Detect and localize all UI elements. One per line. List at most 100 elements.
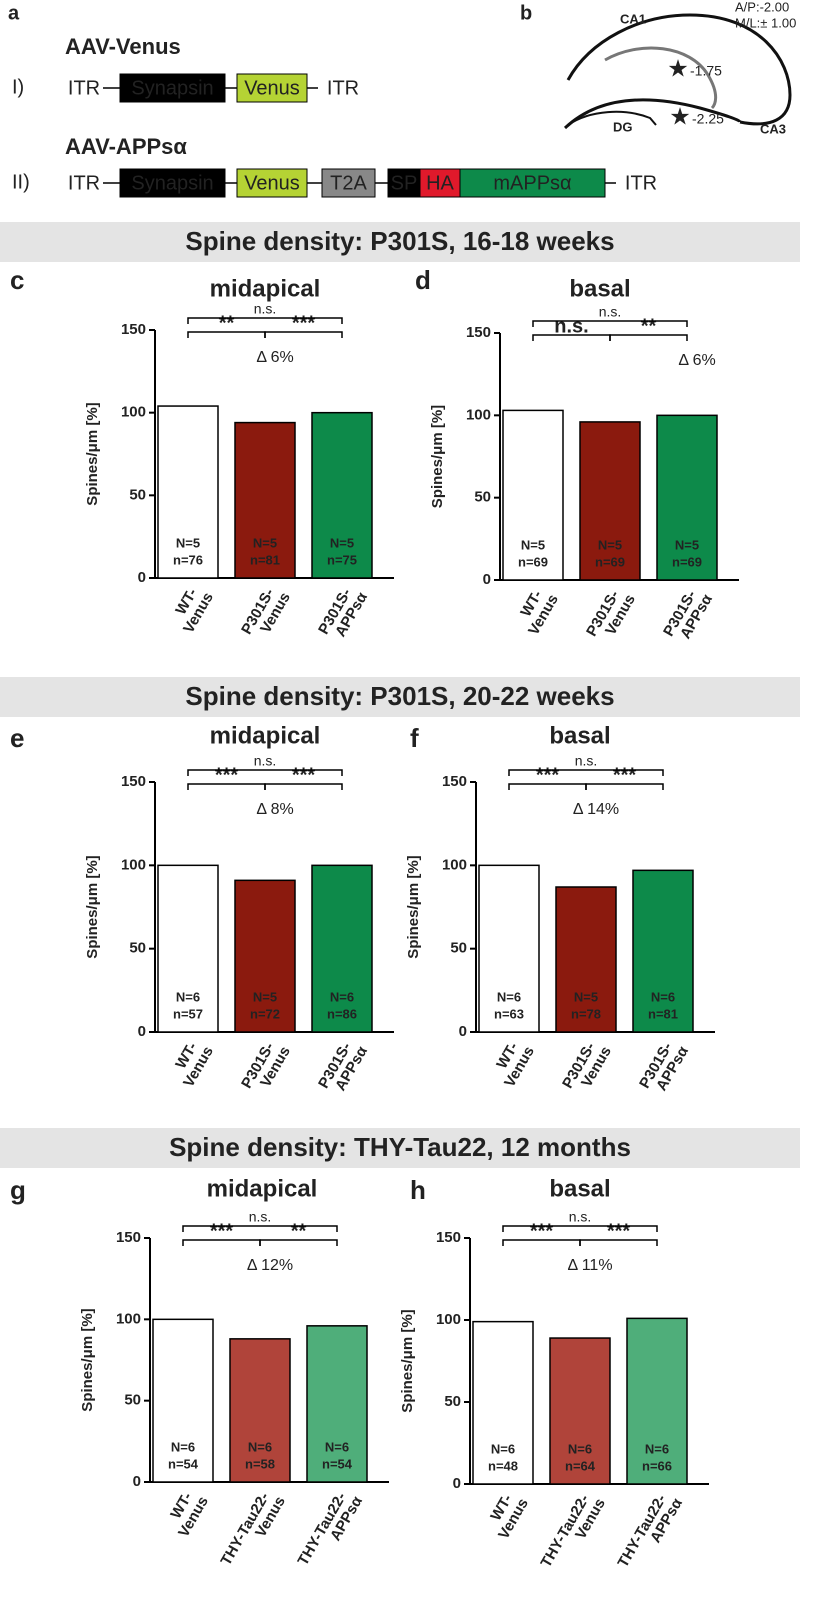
star: ★ [667,55,689,82]
section-title: Spine density: THY-Tau22, 12 months [169,1132,631,1162]
y-tick-label: 150 [466,324,491,341]
panel-letter: f [410,723,419,753]
bar [229,1338,291,1483]
region-label: DG [613,119,633,134]
sample-size: N=5 [598,537,622,552]
roman-label: I) [12,76,24,98]
sample-size: n=64 [565,1458,596,1473]
y-tick-label: 0 [138,569,146,586]
panel-letter: c [10,265,24,295]
element-label: ITR [68,172,100,194]
sample-size: N=5 [574,989,598,1004]
significance-label: n.s. [569,1209,592,1225]
delta-label: Δ 6% [678,352,715,369]
significance-label: ** [641,315,657,337]
y-tick-label: 50 [444,1393,461,1410]
significance-bracket [187,769,343,776]
sample-size: n=69 [672,554,702,569]
bar [579,421,641,581]
y-axis-label: Spines/μm [%] [79,1308,96,1411]
y-tick-label: 0 [459,1023,467,1040]
significance-label: *** [210,1220,234,1242]
y-axis-label: Spines/μm [%] [399,1309,416,1412]
sample-size: N=5 [521,537,545,552]
chart-title: midapical [207,1175,318,1202]
y-tick-label: 0 [133,1473,141,1490]
sample-size: N=6 [176,989,200,1004]
element-label: Venus [244,172,300,194]
sample-size: n=78 [571,1006,601,1021]
sample-size: n=75 [327,552,357,567]
sample-size: n=69 [595,554,625,569]
element-label: Synapsin [131,77,213,99]
significance-label: *** [292,312,316,334]
sample-size: n=76 [173,552,203,567]
roman-label: II) [12,171,30,193]
construct-element [387,168,421,198]
construct-element [119,168,226,198]
y-tick-label: 100 [466,406,491,423]
section-title: Spine density: P301S, 20-22 weeks [185,681,614,711]
element-label: ITR [625,172,657,194]
sample-size: n=81 [648,1006,678,1021]
sample-size: n=69 [518,554,548,569]
section-band [0,677,800,717]
chart-title: midapical [210,275,321,302]
region-label: CA1 [620,11,646,26]
y-tick-label: 150 [442,773,467,790]
sample-size: N=5 [253,989,277,1004]
element-label: SP [391,172,418,194]
significance-label: n.s. [575,753,598,769]
bar [157,864,219,1033]
chart-title: basal [549,722,610,749]
bar [549,1337,611,1485]
y-axis-label: Spines/μm [%] [84,855,101,958]
y-tick-label: 150 [116,1229,141,1246]
panel-letter: g [10,1175,26,1205]
star-label: -2.25 [692,111,724,127]
chart-title: basal [549,1175,610,1202]
sample-size: N=6 [497,989,521,1004]
sample-size: N=6 [325,1439,349,1454]
sample-size: N=6 [645,1441,669,1456]
significance-label: *** [613,764,637,786]
y-tick-label: 50 [450,940,467,957]
bar [555,886,617,1033]
significance-label: *** [215,764,239,786]
delta-label: Δ 6% [256,349,293,366]
delta-label: Δ 11% [567,1257,612,1274]
coordinate: A/P:-2.00 [735,0,789,14]
significance-bracket [508,769,664,776]
coordinate: M/L:± 1.00 [735,15,796,30]
element-label: ITR [68,77,100,99]
sample-size: N=5 [675,537,699,552]
bar [502,409,564,581]
element-label: Venus [244,77,300,99]
element-label: mAPPsα [493,172,571,194]
sample-size: N=6 [330,989,354,1004]
section-band [0,222,800,262]
significance-label: n.s. [554,315,588,337]
sample-size: N=6 [568,1441,592,1456]
significance-bracket [264,783,343,790]
y-tick-label: 150 [121,773,146,790]
bar [157,405,219,579]
bar [632,869,694,1033]
construct-element [419,168,461,198]
bar [234,879,296,1033]
panel-letter: e [10,723,24,753]
y-tick-label: 50 [474,489,491,506]
region-label: CA3 [760,121,786,136]
y-tick-label: 100 [436,1311,461,1328]
y-axis-label: Spines/μm [%] [84,402,101,505]
star-label: -1.75 [690,63,722,79]
construct-element [459,168,606,198]
significance-bracket [259,1239,338,1246]
section-band [0,1128,800,1168]
y-tick-label: 100 [116,1310,141,1327]
sample-size: n=48 [488,1458,518,1473]
chart-title: midapical [210,722,321,749]
sample-size: N=5 [330,535,354,550]
sample-size: n=72 [250,1006,280,1021]
panel-letter: a [8,2,20,24]
